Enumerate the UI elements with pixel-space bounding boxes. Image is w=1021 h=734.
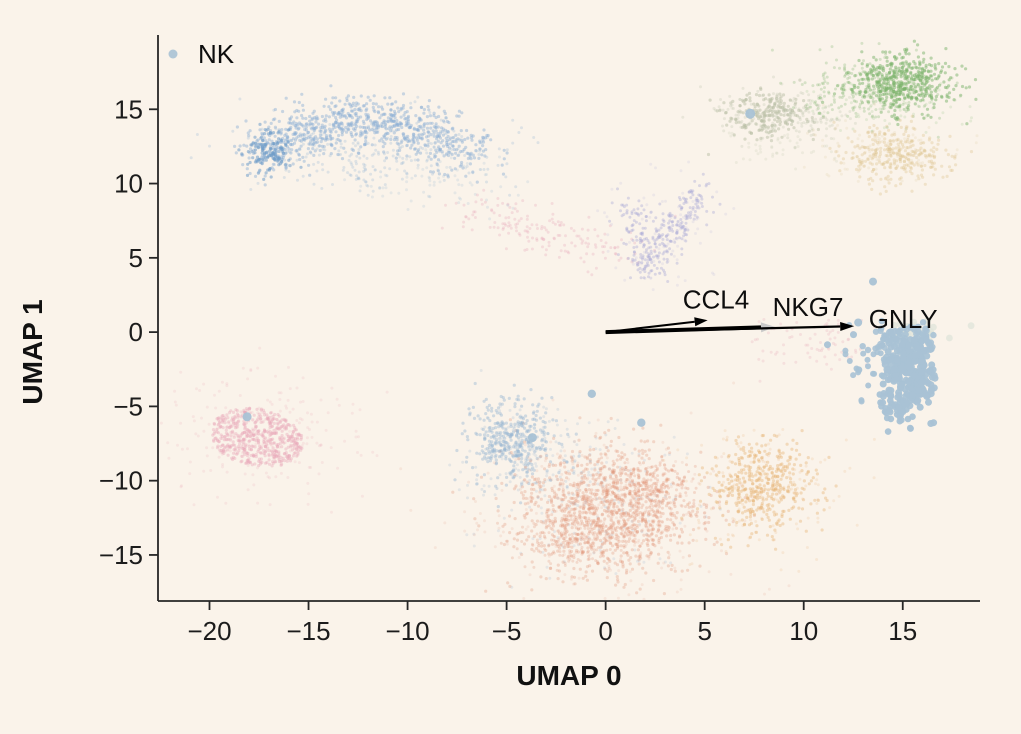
axes: −20 −15 −10 −5 0 5 10 15 15 10 5 0 −5 −10 −15 <box>99 35 980 646</box>
y-tick-label-1: 10 <box>114 169 143 199</box>
nk-cluster-points <box>242 108 939 443</box>
gene-label-ccl4: CCL4 <box>683 284 749 314</box>
arrow-head-gnly <box>840 322 855 332</box>
legend: NK <box>168 39 235 69</box>
x-tick-label-5: 5 <box>697 616 711 646</box>
gene-label-nkg7: NKG7 <box>773 292 844 322</box>
y-tick-label-0: 15 <box>114 94 143 124</box>
gene-arrow-labels: CCL4 NKG7 GNLY <box>683 284 938 334</box>
y-axis-label: UMAP 1 <box>17 299 48 404</box>
x-axis-label: UMAP 0 <box>516 660 621 691</box>
gene-arrows <box>605 317 855 335</box>
y-tick-label-3: 0 <box>129 317 143 347</box>
arrow-shaft-gnly <box>605 325 841 334</box>
legend-label-nk: NK <box>198 39 235 69</box>
y-tick-label-2: 5 <box>129 243 143 273</box>
x-tick-label-0: −20 <box>187 616 231 646</box>
gene-label-gnly: GNLY <box>869 304 938 334</box>
y-tick-label-4: −5 <box>113 391 143 421</box>
legend-marker-nk <box>168 49 178 59</box>
y-tick-label-5: −10 <box>99 466 143 496</box>
x-axis-ticks: −20 −15 −10 −5 0 5 10 15 <box>187 601 917 646</box>
x-tick-label-3: −5 <box>492 616 522 646</box>
x-tick-label-4: 0 <box>598 616 612 646</box>
x-tick-label-1: −15 <box>286 616 330 646</box>
y-axis-ticks: 15 10 5 0 −5 −10 −15 <box>99 94 158 570</box>
x-tick-label-7: 15 <box>888 616 917 646</box>
y-tick-label-6: −15 <box>99 540 143 570</box>
arrow-head-ccl4 <box>694 317 708 327</box>
x-tick-label-6: 10 <box>789 616 818 646</box>
x-tick-label-2: −10 <box>386 616 430 646</box>
background-cluster-points <box>159 39 979 601</box>
